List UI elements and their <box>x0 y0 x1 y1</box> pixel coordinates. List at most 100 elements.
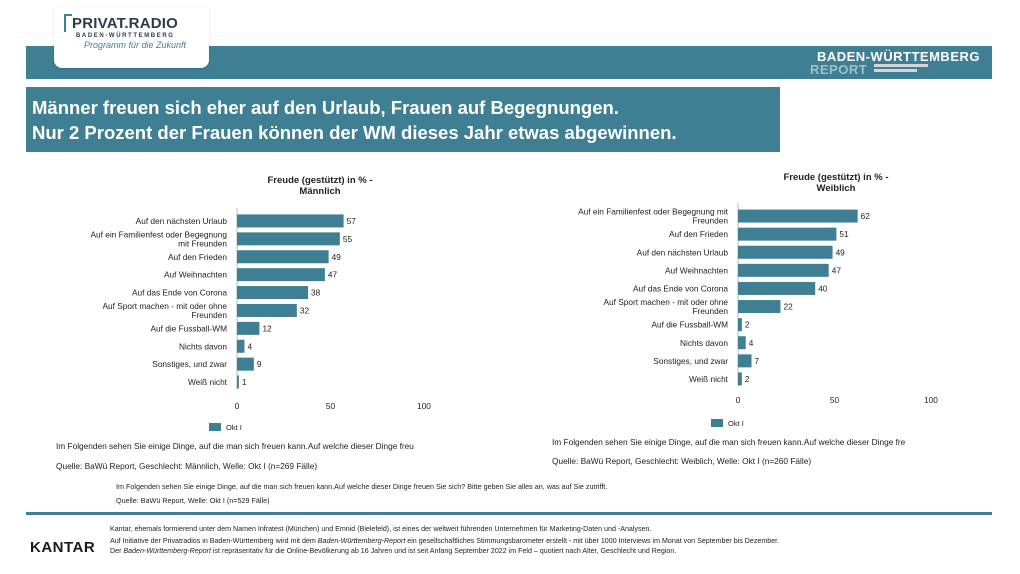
x-tick-label: 0 <box>736 395 741 405</box>
data-label: 12 <box>262 323 272 333</box>
data-label: 49 <box>332 252 342 262</box>
chart-weiblich: Freude (gestützt) in % -Weiblich Auf ein … <box>578 172 938 428</box>
right-source-note: Quelle: BaWü Report, Geschlecht: Weiblic… <box>552 456 812 466</box>
category-label: Freunden <box>692 216 728 226</box>
category-label: Nichts davon <box>179 341 227 351</box>
bar <box>738 300 781 314</box>
bar <box>738 318 742 332</box>
bar <box>738 372 742 386</box>
x-tick-label: 50 <box>326 401 336 411</box>
center-source-note: Quelle: BaWü Report, Welle: Okt I (n=529… <box>116 496 270 505</box>
left-question-note: Im Folgenden sehen Sie einige Dinge, auf… <box>56 441 414 451</box>
category-label: Auf Sport machen - mit oder ohne <box>102 301 227 311</box>
kantar-logo: KANTAR <box>30 539 96 556</box>
bar <box>237 250 329 264</box>
data-label: 51 <box>839 229 849 239</box>
data-label: 7 <box>755 356 760 366</box>
category-label: Freunden <box>692 306 728 316</box>
bar <box>237 375 239 389</box>
bar <box>738 209 858 223</box>
data-label: 57 <box>347 216 357 226</box>
data-label: 55 <box>343 234 353 244</box>
footer-line2-report-name: Baden-Württemberg-Report <box>317 537 406 545</box>
chart-title-line: Freude (gestützt) in % - <box>267 175 372 186</box>
chart-title-line: Weiblich <box>817 183 856 194</box>
bar <box>237 286 309 300</box>
bar <box>738 281 816 295</box>
chart-title-line: Freude (gestützt) in % - <box>783 172 888 183</box>
category-label: Auf den nächsten Urlaub <box>637 247 729 257</box>
bar <box>237 268 325 282</box>
data-label: 1 <box>242 377 247 387</box>
x-tick-label: 100 <box>924 395 938 405</box>
bar <box>237 303 297 317</box>
report-logo-line2: REPORT <box>810 62 868 77</box>
bar <box>738 227 837 241</box>
footer-line3-c: ist repräsentativ für die Online-Bevölke… <box>210 547 677 555</box>
logo-tagline: Programm für die Zukunft <box>84 40 187 50</box>
footer-line1: Kantar, ehemals formierend unter dem Nam… <box>110 525 652 533</box>
footer-line2-c: ein gesellschaftliches Stimmungsbaromete… <box>405 537 780 545</box>
legend-label: Okt I <box>226 423 242 432</box>
category-label: Weiß nicht <box>188 377 228 387</box>
category-label: Auf Weihnachten <box>665 265 728 275</box>
logo-bracket-icon <box>64 14 72 32</box>
data-label: 2 <box>745 374 750 384</box>
category-label: mit Freunden <box>178 238 227 248</box>
category-label: Auf Sport machen - mit oder ohne <box>603 297 728 307</box>
logo-main-text: PRIVAT.RADIO <box>72 15 179 32</box>
category-label: Sonstiges, und zwar <box>152 359 227 369</box>
bar <box>237 357 254 371</box>
legend-label: Okt I <box>728 419 744 428</box>
category-label: Auf die Fussball-WM <box>651 320 728 330</box>
footer-line3-report-name: Baden-Württemberg-Report <box>123 547 211 555</box>
category-label: Nichts davon <box>680 338 728 348</box>
footer-line3-a: Der <box>110 547 124 555</box>
privat-radio-logo: PRIVAT.RADIO BADEN-WÜRTTEMBERG Programm … <box>54 8 209 68</box>
data-label: 9 <box>257 359 262 369</box>
footer-line2-a: Auf Initiative der Privatradios in Baden… <box>110 537 318 545</box>
right-question-note: Im Folgenden sehen Sie einige Dinge, auf… <box>552 437 906 447</box>
logo-sub-text: BADEN-WÜRTTEMBERG <box>76 33 175 39</box>
category-label: Auf ein Familienfest oder Begegnung mit <box>578 207 729 217</box>
bar <box>237 214 344 228</box>
category-label: Auf die Fussball-WM <box>150 323 227 333</box>
report-logo-stripes-icon <box>874 64 928 74</box>
bar <box>738 336 746 350</box>
footer-line3: Der Baden-Württemberg-Report ist repräse… <box>110 547 676 555</box>
category-label: Auf das Ende von Corona <box>132 288 227 298</box>
category-label: Freunden <box>191 310 227 320</box>
chart-title-line: Männlich <box>299 186 340 197</box>
legend-swatch <box>209 423 221 431</box>
data-label: 47 <box>832 265 842 275</box>
chart-maennlich: Freude (gestützt) in % -Männlich Auf den … <box>90 175 431 432</box>
data-label: 4 <box>749 338 754 348</box>
x-tick-label: 100 <box>417 401 431 411</box>
data-label: 38 <box>311 288 321 298</box>
bar <box>738 245 833 259</box>
category-label: Auf den Frieden <box>669 229 728 239</box>
headline-box: Männer freuen sich eher auf den Urlaub, … <box>26 87 780 152</box>
category-label: Weiß nicht <box>689 374 729 384</box>
category-label: Sonstiges, und zwar <box>653 356 728 366</box>
category-label: Auf Weihnachten <box>164 270 227 280</box>
data-label: 2 <box>745 320 750 330</box>
data-label: 40 <box>818 283 828 293</box>
bar <box>237 339 245 353</box>
category-label: Auf den nächsten Urlaub <box>136 216 228 226</box>
category-label: Auf ein Familienfest oder Begegnung <box>90 229 227 239</box>
data-label: 32 <box>300 305 310 315</box>
x-tick-label: 0 <box>235 401 240 411</box>
headline-line1: Männer freuen sich eher auf den Urlaub, … <box>32 97 619 118</box>
left-source-note: Quelle: BaWü Report, Geschlecht: Männlic… <box>56 461 318 471</box>
center-question-note: Im Folgenden sehen Sie einige Dinge, auf… <box>116 482 608 491</box>
data-label: 49 <box>836 247 846 257</box>
bar <box>738 354 752 368</box>
report-logo-line1: BADEN-WÜRTTEMBERG <box>816 49 980 64</box>
bar <box>237 321 260 335</box>
data-label: 62 <box>861 211 871 221</box>
category-label: Auf den Frieden <box>168 252 227 262</box>
footer-line2: Auf Initiative der Privatradios in Baden… <box>110 537 779 545</box>
headline-line2: Nur 2 Prozent der Frauen können der WM d… <box>32 122 677 143</box>
category-label: Auf das Ende von Corona <box>633 283 728 293</box>
